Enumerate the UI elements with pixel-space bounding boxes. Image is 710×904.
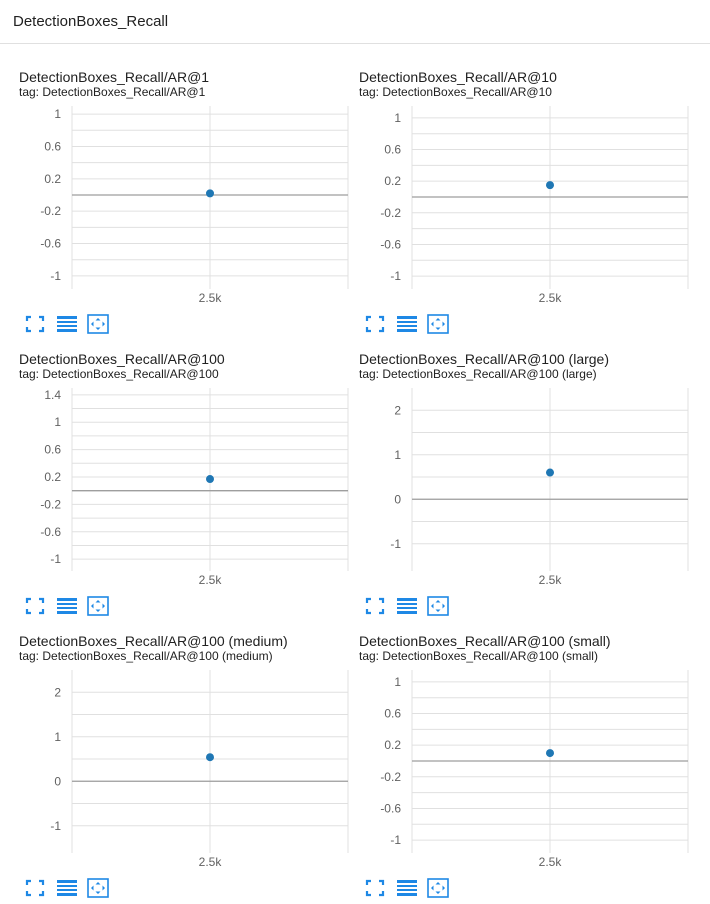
- section-title: DetectionBoxes_Recall: [13, 13, 169, 30]
- chart-title: DetectionBoxes_Recall/AR@1: [19, 69, 210, 85]
- chart-tag: tag: DetectionBoxes_Recall/AR@10: [359, 85, 552, 99]
- x-tick-label: 2.5k: [539, 291, 563, 305]
- chart-title: DetectionBoxes_Recall/AR@100 (large): [359, 351, 609, 367]
- chart-title: DetectionBoxes_Recall/AR@100: [19, 351, 225, 367]
- data-point: [206, 189, 214, 198]
- data-table-icon[interactable]: [396, 878, 418, 898]
- y-tick-label: 0.2: [384, 738, 401, 752]
- y-tick-label: -0.2: [40, 497, 61, 511]
- data-point: [546, 468, 554, 477]
- fit-domain-icon[interactable]: [427, 314, 449, 334]
- chart-plot[interactable]: 1 0.6 0.2 -0.2 -0.6 -1 2.5k: [0, 48, 349, 310]
- y-tick-label: 1.4: [44, 388, 61, 402]
- y-tick-label: 0.6: [384, 143, 401, 157]
- fit-domain-icon[interactable]: [427, 878, 449, 898]
- data-point: [546, 181, 554, 190]
- fullscreen-icon[interactable]: [24, 596, 46, 616]
- y-tick-label: 2: [54, 685, 61, 699]
- y-tick-label: 0: [394, 492, 401, 506]
- x-tick-label: 2.5k: [539, 855, 563, 869]
- y-tick-label: 0.2: [44, 470, 61, 484]
- data-table-icon[interactable]: [56, 878, 78, 898]
- chart-plot[interactable]: 1.4 1 0.6 0.2 -0.2 -0.6 -1 2.5k: [0, 330, 349, 592]
- y-tick-label: 0.2: [384, 174, 401, 188]
- chart-tag: tag: DetectionBoxes_Recall/AR@1: [19, 85, 206, 99]
- chart-card-ar1: DetectionBoxes_Recall/AR@1 tag: Detectio…: [0, 48, 349, 334]
- chart-plot[interactable]: 1 0.6 0.2 -0.2 -0.6 -1 2.5k: [340, 612, 689, 874]
- y-tick-label: 0.2: [44, 172, 61, 186]
- fullscreen-icon[interactable]: [24, 314, 46, 334]
- data-table-icon[interactable]: [56, 596, 78, 616]
- y-tick-label: 1: [54, 730, 61, 744]
- chart-card-ar100-large: DetectionBoxes_Recall/AR@100 (large) tag…: [340, 330, 689, 616]
- chart-tag: tag: DetectionBoxes_Recall/AR@100 (large…: [359, 367, 597, 381]
- y-tick-label: -0.6: [380, 237, 401, 251]
- chart-title: DetectionBoxes_Recall/AR@10: [359, 69, 557, 85]
- chart-tag: tag: DetectionBoxes_Recall/AR@100 (small…: [359, 649, 598, 663]
- y-tick-label: -0.2: [380, 770, 401, 784]
- x-tick-label: 2.5k: [199, 291, 223, 305]
- x-tick-label: 2.5k: [199, 855, 223, 869]
- chart-card-ar100-medium: DetectionBoxes_Recall/AR@100 (medium) ta…: [0, 612, 349, 898]
- y-tick-label: 0.6: [44, 443, 61, 457]
- fullscreen-icon[interactable]: [24, 878, 46, 898]
- section-header: DetectionBoxes_Recall: [0, 0, 710, 44]
- y-tick-label: 1: [54, 415, 61, 429]
- y-tick-label: -0.6: [380, 801, 401, 815]
- y-tick-label: 2: [394, 403, 401, 417]
- y-tick-label: -1: [390, 269, 401, 283]
- y-tick-label: -1: [390, 833, 401, 847]
- fit-domain-icon[interactable]: [87, 596, 109, 616]
- chart-tag: tag: DetectionBoxes_Recall/AR@100 (mediu…: [19, 649, 273, 663]
- y-tick-label: 1: [54, 107, 61, 121]
- data-point: [546, 749, 554, 758]
- chart-plot[interactable]: 2 1 0 -1 2.5k: [340, 330, 689, 592]
- fullscreen-icon[interactable]: [364, 314, 386, 334]
- x-tick-label: 2.5k: [539, 573, 563, 587]
- y-tick-label: -0.6: [40, 525, 61, 539]
- fit-domain-icon[interactable]: [87, 314, 109, 334]
- chart-card-ar10: DetectionBoxes_Recall/AR@10 tag: Detecti…: [340, 48, 689, 334]
- chart-tag: tag: DetectionBoxes_Recall/AR@100: [19, 367, 219, 381]
- chart-plot[interactable]: 1 0.6 0.2 -0.2 -0.6 -1 2.5k: [340, 48, 689, 310]
- chart-title: DetectionBoxes_Recall/AR@100 (medium): [19, 633, 288, 649]
- x-tick-label: 2.5k: [199, 573, 223, 587]
- y-tick-label: -1: [390, 537, 401, 551]
- y-tick-label: 1: [394, 448, 401, 462]
- y-tick-label: 1: [394, 111, 401, 125]
- data-table-icon[interactable]: [396, 596, 418, 616]
- y-tick-label: -0.2: [380, 206, 401, 220]
- y-tick-label: 0: [54, 774, 61, 788]
- y-tick-label: -1: [50, 552, 61, 566]
- y-tick-label: -1: [50, 819, 61, 833]
- y-tick-label: -1: [50, 269, 61, 283]
- chart-plot[interactable]: 2 1 0 -1 2.5k: [0, 612, 349, 874]
- fullscreen-icon[interactable]: [364, 878, 386, 898]
- data-point: [206, 753, 214, 762]
- y-tick-label: -0.6: [40, 237, 61, 251]
- fit-domain-icon[interactable]: [87, 878, 109, 898]
- fit-domain-icon[interactable]: [427, 596, 449, 616]
- chart-card-ar100: DetectionBoxes_Recall/AR@100 tag: Detect…: [0, 330, 349, 616]
- y-tick-label: 1: [394, 675, 401, 689]
- chart-title: DetectionBoxes_Recall/AR@100 (small): [359, 633, 611, 649]
- y-tick-label: 0.6: [384, 707, 401, 721]
- y-tick-label: -0.2: [40, 204, 61, 218]
- chart-card-ar100-small: DetectionBoxes_Recall/AR@100 (small) tag…: [340, 612, 689, 898]
- data-table-icon[interactable]: [56, 314, 78, 334]
- data-point: [206, 475, 214, 484]
- data-table-icon[interactable]: [396, 314, 418, 334]
- y-tick-label: 0.6: [44, 139, 61, 153]
- fullscreen-icon[interactable]: [364, 596, 386, 616]
